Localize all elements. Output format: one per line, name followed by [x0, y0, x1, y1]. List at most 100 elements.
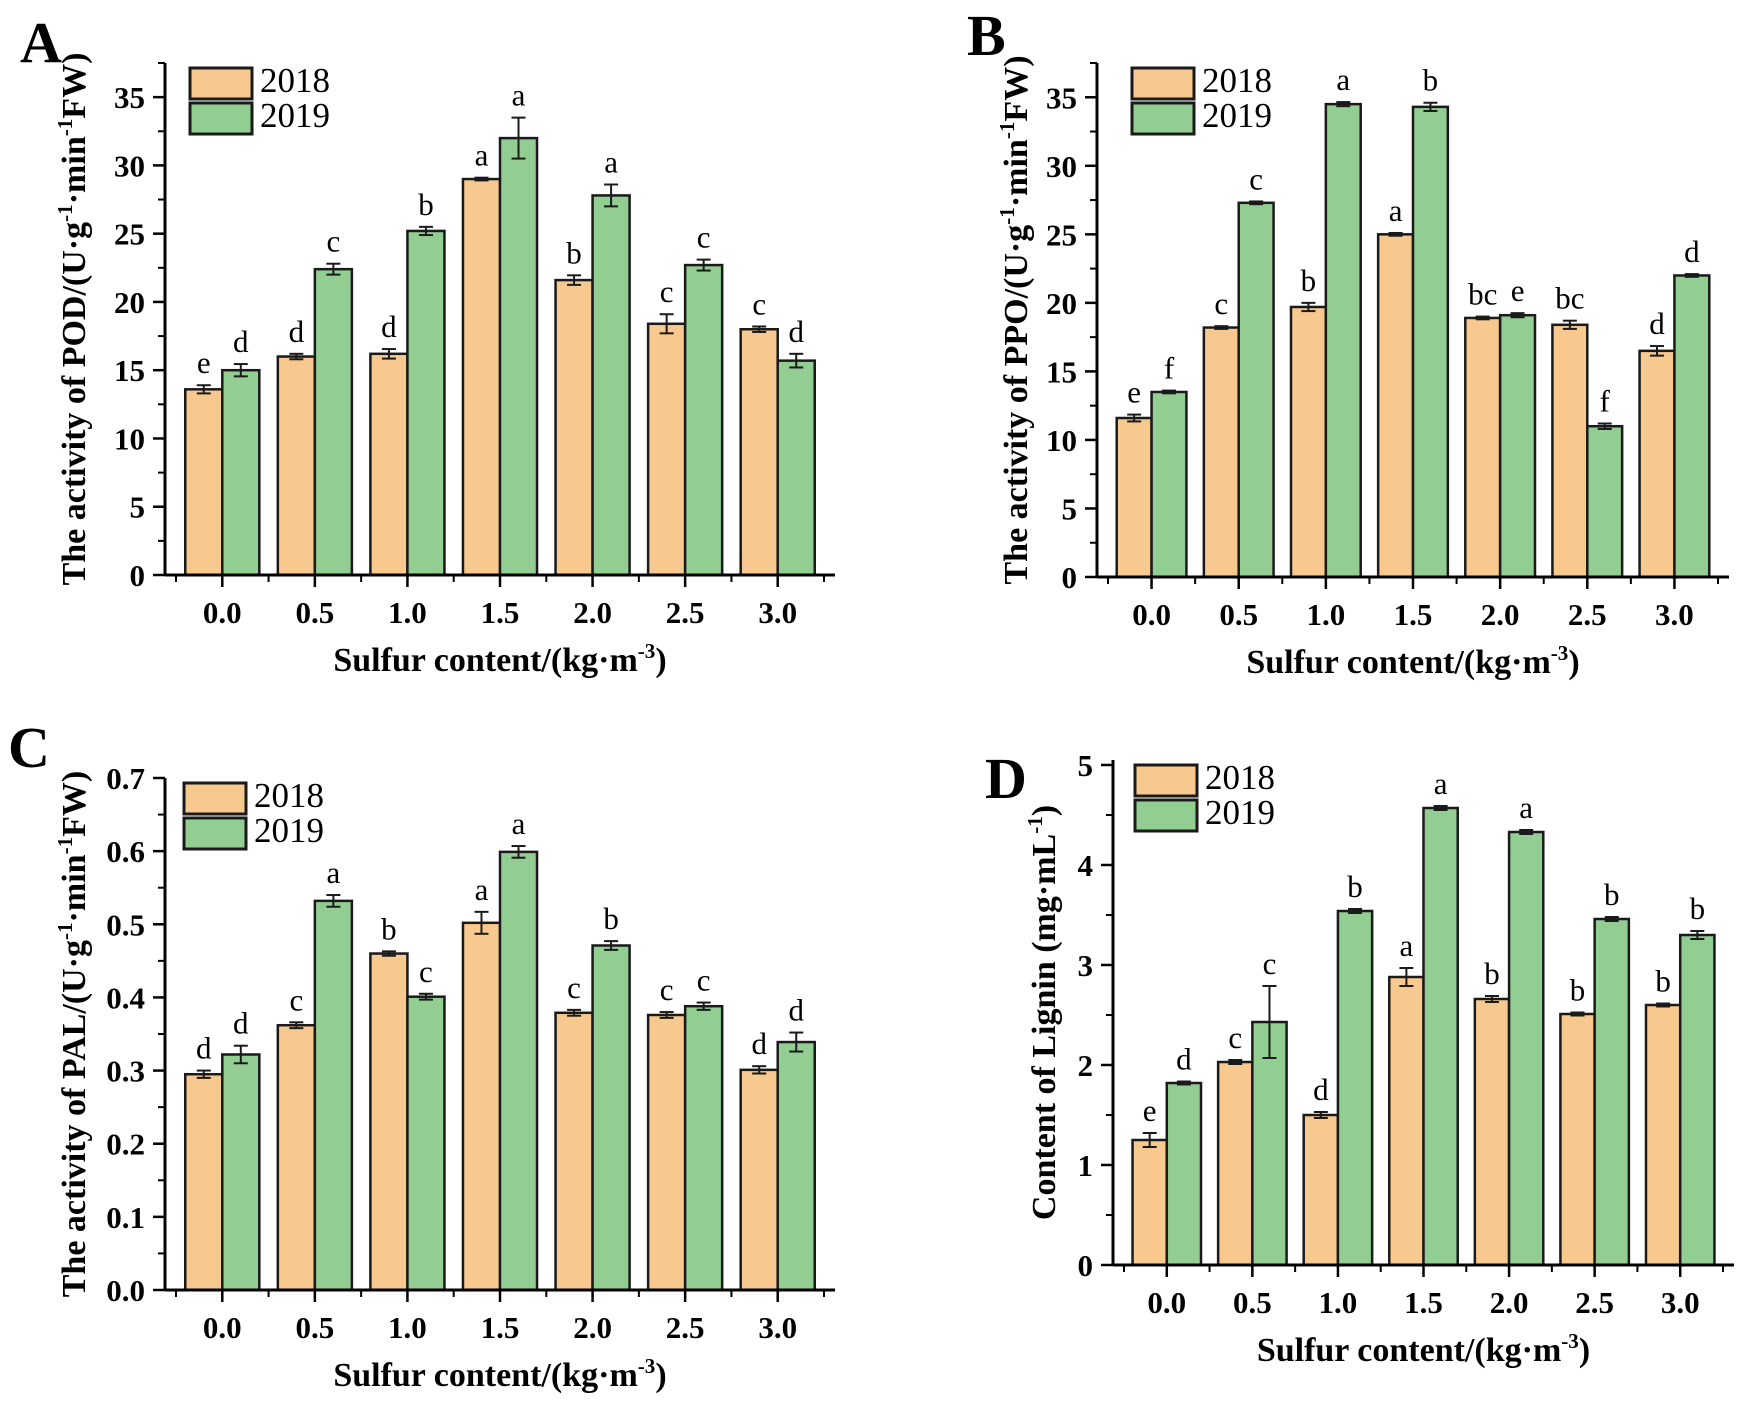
panel-letter-C: C: [8, 715, 50, 780]
y-tick-label: 0.4: [106, 980, 145, 1015]
panel-letter-D: D: [985, 746, 1027, 811]
significance-letter: d: [1313, 1072, 1329, 1107]
y-tick-label: 3: [1078, 948, 1094, 983]
significance-letter: c: [1249, 161, 1263, 196]
y-tick-label: 1: [1078, 1148, 1094, 1183]
bar-2018-1.0: [1302, 1113, 1340, 1267]
bar-2018-0.5: [276, 1023, 317, 1292]
panel-a: e d d c d b a a b a c c c d 0 5 10 15 20 25 30 35 0.0 0.5 1.0 1.5…: [0, 0, 879, 700]
y-tick-label: 25: [1046, 217, 1077, 252]
legend-swatch-2019: [1130, 101, 1196, 136]
x-tick-label: 2.0: [1481, 597, 1520, 632]
y-tick-label: 20: [114, 285, 145, 320]
significance-letter: c: [697, 220, 711, 255]
bar-2019-1.0: [406, 229, 446, 577]
x-tick-label: 0.5: [1233, 1285, 1272, 1320]
significance-letter: c: [419, 954, 433, 989]
bar-2018-0.5: [276, 355, 317, 577]
significance-letter: a: [326, 855, 340, 890]
significance-letter: a: [1400, 928, 1414, 963]
significance-letter: b: [1655, 964, 1671, 999]
legend-swatch-2019: [182, 816, 248, 851]
x-tick-label: 2.0: [1490, 1285, 1529, 1320]
significance-letter: f: [1164, 351, 1175, 386]
legend-swatch-2019: [188, 101, 254, 136]
panel-c: d d c a b c a a c b c c d d 0.0 0.1 0.2 0.3 0.4 0.5 0.6 0.7 0.…: [0, 700, 879, 1400]
x-tick-label: 2.5: [1575, 1285, 1614, 1320]
x-axis-title: Sulfur content/(kg·m-3): [333, 1354, 666, 1394]
bar-2018-0.0: [184, 1072, 224, 1292]
bar-2019-2.0: [1498, 313, 1537, 579]
y-tick-label: 4: [1078, 848, 1094, 883]
y-tick-label: 5: [130, 490, 146, 525]
y-tick-label: 25: [114, 217, 145, 252]
significance-letter: bc: [1468, 277, 1497, 312]
legend-label-2019: 2019: [1202, 96, 1272, 135]
significance-letter: b: [1301, 263, 1317, 298]
bar-2018-0.0: [1115, 416, 1153, 579]
x-tick-label: 1.0: [1306, 597, 1345, 632]
significance-letter: b: [603, 901, 619, 936]
x-tick-label: 1.5: [481, 1310, 520, 1345]
significance-letter: e: [1143, 1093, 1157, 1128]
significance-letter: d: [233, 1006, 249, 1041]
significance-letter: a: [512, 806, 526, 841]
y-tick-label: 0.5: [106, 907, 145, 942]
bar-2019-3.0: [1673, 274, 1711, 579]
bar-2018-2.0: [1464, 316, 1502, 579]
bar-2018-2.5: [646, 1013, 687, 1292]
significance-letter: c: [326, 224, 340, 259]
significance-letter: c: [567, 970, 581, 1005]
x-tick-label: 2.5: [1568, 597, 1607, 632]
y-tick-label: 30: [1046, 149, 1077, 184]
bar-2019-0.5: [1237, 201, 1275, 579]
bar-2018-2.5: [646, 322, 687, 577]
legend-swatch-2018: [1133, 763, 1199, 798]
significance-letter: a: [512, 78, 526, 113]
bar-2019-2.5: [1586, 424, 1624, 579]
bar-2018-1.5: [1376, 233, 1415, 579]
bar-2019-0.5: [1251, 1020, 1288, 1267]
bar-2019-0.5: [313, 899, 354, 1292]
y-tick-label: 0: [1078, 1248, 1094, 1283]
y-axis-title: Content of Lignin (mg·mL-1): [1023, 805, 1063, 1220]
significance-letter: c: [660, 274, 674, 309]
bar-2019-0.5: [313, 267, 354, 577]
significance-letter: b: [1484, 956, 1500, 991]
significance-letter: e: [197, 345, 211, 380]
significance-letter: a: [475, 872, 489, 907]
x-tick-label: 2.0: [573, 595, 612, 630]
significance-letter: b: [1347, 869, 1363, 904]
y-tick-label: 5: [1078, 748, 1094, 783]
significance-letter: d: [788, 993, 804, 1028]
legend-label-2018: 2018: [254, 776, 324, 815]
legend-swatch-2018: [1130, 66, 1196, 101]
y-tick-label: 2: [1078, 1048, 1094, 1083]
y-tick-label: 0.0: [106, 1273, 145, 1308]
significance-letter: b: [566, 235, 582, 270]
y-tick-label: 5: [1062, 491, 1078, 526]
significance-letter: b: [1604, 877, 1620, 912]
bar-2018-0.0: [1131, 1138, 1169, 1267]
y-tick-label: 0.7: [106, 761, 145, 796]
x-tick-label: 1.5: [481, 595, 520, 630]
x-tick-label: 1.0: [388, 1310, 427, 1345]
bar-2019-1.5: [1422, 806, 1459, 1267]
significance-letter: b: [381, 911, 397, 946]
panel-letter-B: B: [967, 3, 1006, 68]
x-tick-label: 0.0: [1147, 1285, 1186, 1320]
bar-2018-1.0: [369, 952, 409, 1292]
x-tick-label: 2.0: [573, 1310, 612, 1345]
legend-swatch-2019: [1133, 798, 1199, 833]
panel-b: e f c c b a a b bc e bc f d d 0 5 10 15 20 25 30 35 0.0 0.5 1.0 1…: [879, 0, 1758, 700]
bar-2019-1.5: [498, 850, 539, 1292]
significance-letter: c: [697, 963, 711, 998]
significance-letter: a: [1336, 62, 1350, 97]
bar-2018-0.5: [1216, 1060, 1254, 1267]
significance-letter: d: [381, 309, 397, 344]
y-axis-title: The activity of PPO/(U·g-1·min-1FW): [995, 55, 1035, 584]
